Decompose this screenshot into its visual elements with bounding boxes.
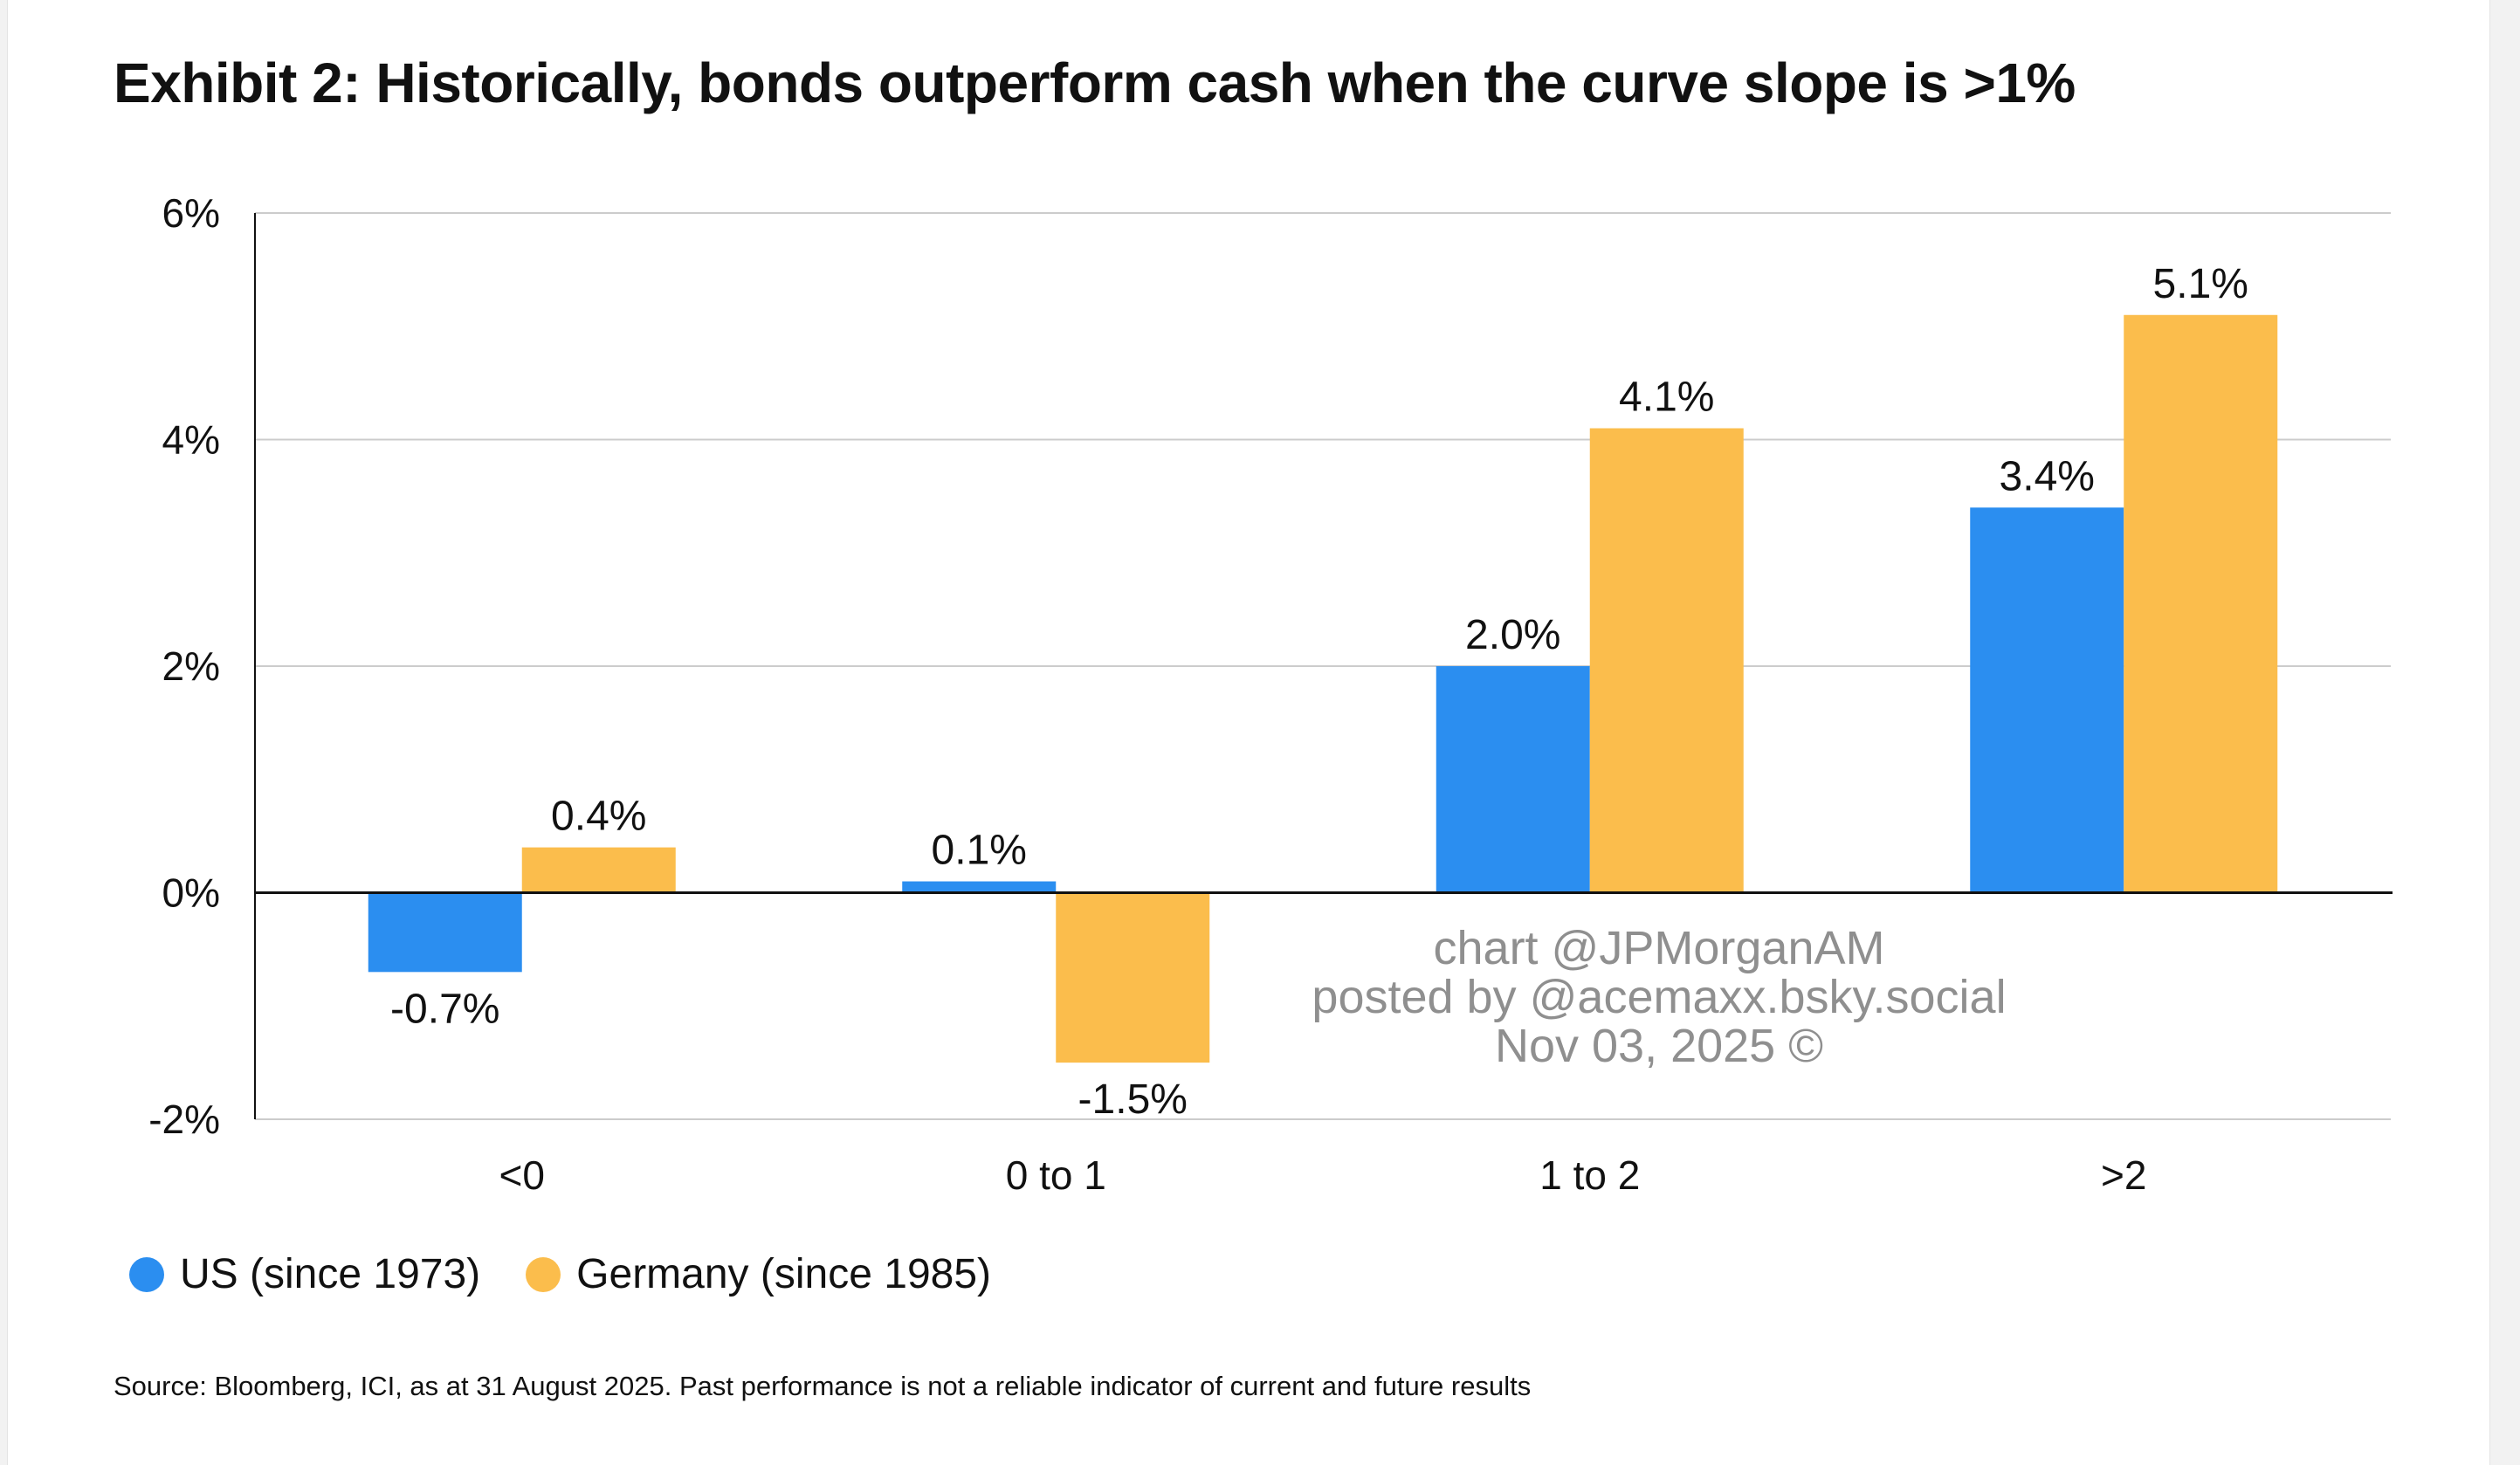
data-label: 0.4% [551, 794, 646, 840]
bar-germany [521, 847, 676, 893]
data-labels: -0.7% 0.1% 2.0% 3.4% 0.4% -1.5% 4.1% 5.1% [390, 261, 2248, 1123]
watermark-line-1: chart @JPMorganAM [1433, 922, 1885, 974]
legend-label-us: US (since 1973) [180, 1251, 481, 1297]
watermark-line-3: Nov 03, 2025 © [1494, 1020, 1824, 1072]
y-axis-ticks: -2% 0% 2% 4% 6% [148, 190, 220, 1142]
x-tick-label: >2 [2101, 1152, 2146, 1198]
legend-item-us: US (since 1973) [129, 1250, 480, 1298]
bars [368, 314, 2278, 1063]
data-label: 0.1% [932, 828, 1027, 874]
legend-item-germany: Germany (since 1985) [526, 1250, 991, 1298]
x-tick-label: <0 [499, 1152, 545, 1198]
legend-label-germany: Germany (since 1985) [576, 1251, 992, 1297]
data-label: 2.0% [1465, 612, 1560, 658]
bar-us [368, 892, 522, 973]
y-tick-label: 6% [162, 190, 220, 236]
y-tick-label: 0% [162, 870, 220, 916]
bar-us [1970, 507, 2124, 893]
x-tick-label: 1 to 2 [1539, 1152, 1640, 1198]
watermark: chart @JPMorganAM posted by @acemaxx.bsk… [1301, 924, 2017, 1070]
watermark-line-2: posted by @acemaxx.bsky.social [1312, 971, 2007, 1023]
legend: US (since 1973) Germany (since 1985) [129, 1250, 1036, 1298]
y-tick-label: 2% [162, 643, 220, 689]
bar-germany [1589, 428, 1744, 893]
legend-swatch-germany [526, 1256, 561, 1292]
x-axis-ticks: <0 0 to 1 1 to 2 >2 [499, 1152, 2147, 1198]
data-label: 4.1% [1619, 375, 1714, 421]
data-label: -0.7% [390, 986, 499, 1032]
bar-germany [1056, 892, 1210, 1063]
x-tick-label: 0 to 1 [1006, 1152, 1106, 1198]
chart-title: Exhibit 2: Historically, bonds outperfor… [114, 52, 2076, 114]
legend-swatch-us [129, 1256, 164, 1292]
source-note: Source: Bloomberg, ICI, as at 31 August … [114, 1371, 1532, 1401]
y-tick-label: -2% [148, 1097, 220, 1142]
bar-us [1436, 666, 1590, 893]
data-label: 3.4% [2000, 453, 2095, 499]
zero-line [254, 213, 2393, 1119]
bar-germany [2124, 314, 2278, 893]
data-label: -1.5% [1078, 1076, 1188, 1123]
y-tick-label: 4% [162, 417, 220, 463]
bar-us [902, 881, 1057, 893]
data-label: 5.1% [2153, 261, 2248, 307]
